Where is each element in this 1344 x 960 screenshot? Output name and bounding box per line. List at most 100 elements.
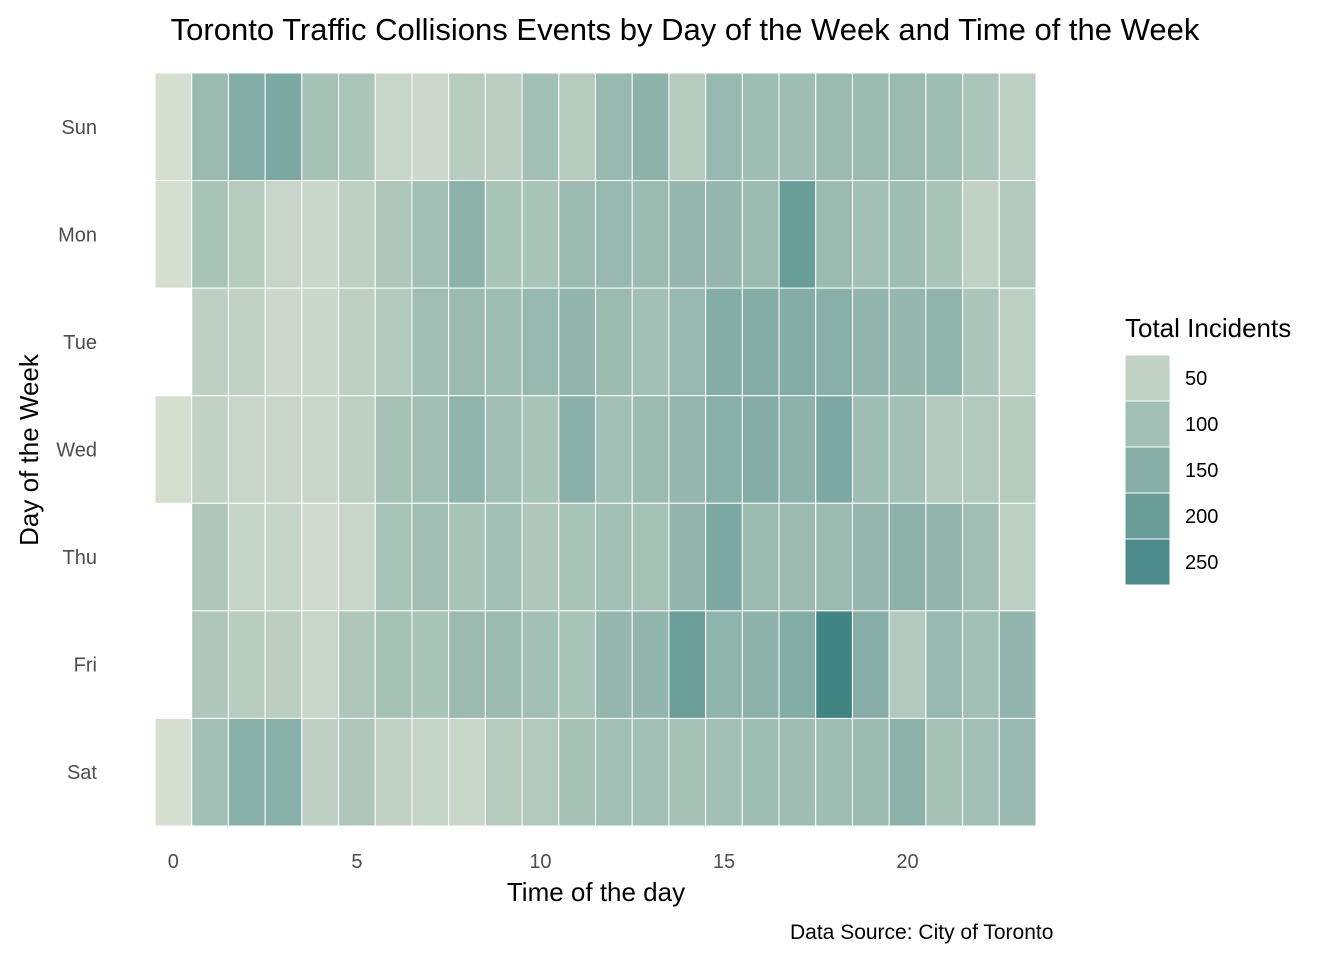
heatmap-tile (227, 72, 266, 182)
heatmap-tile (448, 610, 486, 719)
legend-key-swatch (1124, 400, 1171, 448)
heatmap-tile (227, 610, 266, 719)
heatmap-tile (925, 287, 964, 397)
heatmap-tile (484, 287, 523, 397)
heatmap-tile (558, 502, 596, 612)
heatmap-tile (484, 610, 523, 719)
heatmap-tile (301, 610, 340, 719)
heatmap-tile (227, 287, 266, 397)
heatmap-tile (191, 717, 229, 827)
heatmap-tile (851, 287, 890, 397)
heatmap-tile (301, 180, 340, 289)
heatmap-tile (741, 287, 780, 397)
heatmap-tile (595, 610, 633, 719)
heatmap-tile (851, 502, 890, 612)
heatmap-tile (227, 180, 266, 289)
heatmap-tile (631, 395, 670, 504)
heatmap-tile (668, 610, 707, 719)
legend-title: Total Incidents (1125, 313, 1291, 343)
heatmap-tile (374, 610, 413, 719)
legend-keys: 50 100 150 200 250 (1124, 354, 1218, 586)
heatmap-tile (411, 717, 450, 827)
heatmap-tile (264, 502, 303, 612)
heatmap-tile (962, 180, 1000, 289)
heatmap-tile (448, 502, 486, 612)
heatmap-tile (301, 395, 340, 504)
heatmap-tile (411, 72, 450, 182)
chart-title: Toronto Traffic Collisions Events by Day… (170, 12, 1200, 47)
heatmap-tile (888, 717, 927, 827)
heatmap-tile (338, 610, 376, 719)
heatmap-tile (631, 72, 670, 182)
heatmap-tile (888, 395, 927, 504)
heatmap-tile (595, 502, 633, 612)
heatmap-tile (741, 395, 780, 504)
heatmap-tile (962, 502, 1000, 612)
heatmap-tile (998, 287, 1037, 397)
heatmap-tile (558, 72, 596, 182)
heatmap-tile (521, 287, 560, 397)
y-axis-title: Day of the Week (14, 353, 44, 546)
heatmap-tile (374, 72, 413, 182)
heatmap-tile (888, 287, 927, 397)
heatmap-tile (815, 180, 853, 289)
heatmap-tile (778, 395, 817, 504)
heatmap-tile (411, 180, 450, 289)
heatmap-tile (851, 72, 890, 182)
heatmap-tile (411, 502, 450, 612)
heatmap-tile (851, 717, 890, 827)
heatmap-tiles (154, 72, 1037, 827)
heatmap-tile (264, 72, 303, 182)
heatmap-tile (815, 717, 853, 827)
y-tick-label: Sat (67, 762, 97, 784)
x-tick-label: 15 (713, 851, 735, 873)
heatmap-tile (925, 395, 964, 504)
heatmap-tile (264, 610, 303, 719)
heatmap-tile (668, 287, 707, 397)
y-tick-label: Thu (63, 547, 97, 569)
heatmap-tile (631, 180, 670, 289)
heatmap-tile (631, 610, 670, 719)
heatmap-tile (815, 72, 853, 182)
heatmap-tile (411, 395, 450, 504)
legend-key-label: 250 (1185, 552, 1218, 574)
heatmap-tile (741, 610, 780, 719)
heatmap-tile (521, 502, 560, 612)
heatmap-tile (521, 72, 560, 182)
heatmap-tile (521, 180, 560, 289)
heatmap-tile (154, 72, 193, 182)
heatmap-tile (778, 717, 817, 827)
heatmap-tile (374, 502, 413, 612)
heatmap-tile (888, 610, 927, 719)
heatmap-tile (558, 717, 596, 827)
heatmap-tile (778, 72, 817, 182)
heatmap-tile (998, 72, 1037, 182)
x-tick-label: 0 (168, 851, 179, 873)
heatmap-tile (925, 72, 964, 182)
heatmap-tile (521, 395, 560, 504)
heatmap-tile (191, 287, 229, 397)
heatmap-tile (301, 72, 340, 182)
heatmap-tile (484, 717, 523, 827)
heatmap-tile (558, 395, 596, 504)
heatmap-tile (191, 180, 229, 289)
heatmap-tile (668, 502, 707, 612)
heatmap-tile (998, 180, 1037, 289)
heatmap-tile (888, 72, 927, 182)
heatmap-tile (411, 287, 450, 397)
heatmap-tile (558, 610, 596, 719)
heatmap-tile (815, 395, 853, 504)
heatmap-tile (815, 610, 853, 719)
heatmap-tile (374, 287, 413, 397)
heatmap-tile (705, 502, 743, 612)
heatmap-tile (227, 717, 266, 827)
heatmap-tile (851, 610, 890, 719)
heatmap-tile (741, 72, 780, 182)
heatmap-tile (448, 287, 486, 397)
y-tick-label: Sun (61, 117, 97, 139)
heatmap-tile (301, 502, 340, 612)
heatmap-tile (668, 717, 707, 827)
heatmap-tile (191, 610, 229, 719)
heatmap-tile (778, 180, 817, 289)
